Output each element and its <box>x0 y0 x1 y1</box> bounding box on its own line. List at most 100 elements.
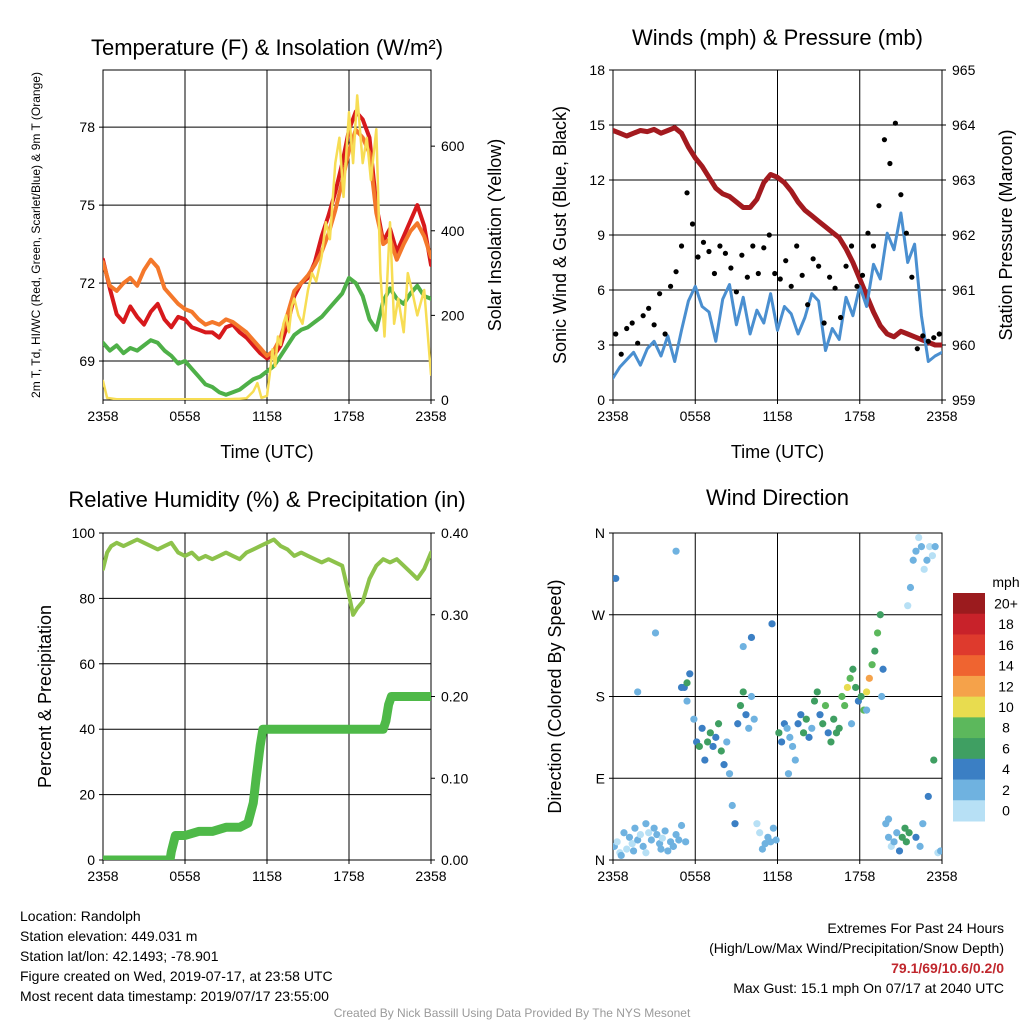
direction-point <box>690 715 698 723</box>
extremes-values: 79.1/69/10.6/0.2/0 <box>891 960 1004 976</box>
y-right-tick-label: 200 <box>441 307 465 323</box>
y-tick-label: 69 <box>79 353 95 369</box>
x-tick-label: 0558 <box>680 408 711 424</box>
direction-point <box>723 738 731 746</box>
colorbar-label: 2 <box>1002 782 1010 798</box>
gust-point <box>695 254 701 260</box>
direction-point <box>906 583 915 592</box>
colorbar-label: 4 <box>1002 761 1010 777</box>
direction-point <box>669 842 677 850</box>
x-tick-label: 1758 <box>844 868 875 884</box>
y-tick-label: 0 <box>87 852 95 868</box>
gust-point <box>859 272 866 278</box>
y-tick-label: N <box>595 852 605 868</box>
direction-point <box>904 602 912 610</box>
colorbar-swatch <box>953 738 985 760</box>
y-right-tick-label: 0 <box>441 392 449 408</box>
direction-point <box>778 738 786 746</box>
direction-point <box>928 552 937 560</box>
direction-point <box>890 838 898 846</box>
direction-point <box>915 533 923 542</box>
gust-point <box>772 270 778 277</box>
gust-point <box>613 331 619 337</box>
direction-point <box>617 851 625 860</box>
direction-point <box>808 724 816 732</box>
chart-title: Temperature (F) & Insolation (W/m²) <box>91 35 443 60</box>
x-tick-label: 1158 <box>762 408 792 424</box>
direction-point <box>909 556 917 564</box>
direction-point <box>838 692 846 701</box>
direction-point <box>930 756 938 764</box>
gust-point <box>832 285 838 291</box>
x-axis-label: Time (UTC) <box>220 442 313 462</box>
direction-point <box>824 729 832 737</box>
x-tick-label: 0558 <box>680 868 711 884</box>
y-tick-label: S <box>596 689 605 705</box>
y-right-tick-label: 961 <box>952 282 976 298</box>
direction-point <box>725 770 734 778</box>
direction-point <box>613 574 620 583</box>
direction-point <box>758 845 767 853</box>
series-line <box>103 537 431 617</box>
gust-point <box>750 243 756 249</box>
colorbar-label: 10 <box>998 699 1014 715</box>
station-info: Location: Randolph Station elevation: 44… <box>20 906 333 1006</box>
colorbar-unit: mph <box>992 574 1019 590</box>
gust-point <box>624 325 630 332</box>
gust-point <box>744 274 750 280</box>
x-tick-label: 2358 <box>415 408 446 424</box>
direction-point <box>642 820 650 828</box>
direction-point <box>783 724 791 732</box>
series-line <box>103 94 431 400</box>
direction-point <box>739 642 747 651</box>
direction-point <box>683 697 691 705</box>
colorbar-swatch <box>953 758 985 781</box>
gust-point <box>892 120 898 126</box>
colorbar-swatch <box>953 593 985 615</box>
plot-area <box>613 120 942 380</box>
direction-point <box>728 801 736 810</box>
chart-title: Wind Direction <box>706 485 849 510</box>
direction-point <box>747 692 756 701</box>
gust-point <box>717 243 723 249</box>
direction-point <box>821 701 830 710</box>
colorbar-swatch <box>953 800 985 822</box>
direction-point <box>753 820 761 828</box>
colorbar-swatch <box>953 655 985 677</box>
gust-point <box>799 272 805 278</box>
direction-point <box>893 829 901 837</box>
gust-point <box>722 250 729 256</box>
direction-point <box>653 830 661 839</box>
gust-point <box>640 313 646 319</box>
y-tick-label: 15 <box>589 117 605 133</box>
gust-point <box>865 230 871 236</box>
y-right-tick-label: 964 <box>952 117 976 133</box>
direction-point <box>672 547 680 555</box>
direction-point <box>631 824 639 832</box>
colorbar-label: 14 <box>998 658 1014 674</box>
y-right-tick-label: 600 <box>441 138 465 154</box>
gust-point <box>689 221 696 227</box>
direction-point <box>629 847 638 855</box>
direction-point <box>661 827 669 835</box>
gust-point <box>761 245 767 251</box>
gust-point <box>783 258 789 264</box>
direction-point <box>625 833 634 841</box>
y-right-tick-label: 0.00 <box>441 852 468 868</box>
direction-point <box>863 688 871 696</box>
x-tick-label: 1158 <box>252 868 282 884</box>
gust-point <box>678 243 685 249</box>
x-axis-label: Time (UTC) <box>731 442 824 462</box>
y-right-tick-label: 0.20 <box>441 689 468 705</box>
direction-point <box>768 620 776 628</box>
gust-point <box>651 322 657 328</box>
gust-point <box>931 335 937 341</box>
direction-point <box>639 842 647 850</box>
direction-point <box>902 838 910 846</box>
gust-point <box>794 243 800 249</box>
plot-area <box>613 533 942 860</box>
direction-point <box>784 770 793 778</box>
direction-point <box>912 833 920 841</box>
gust-point <box>739 252 745 258</box>
direction-point <box>924 792 932 801</box>
